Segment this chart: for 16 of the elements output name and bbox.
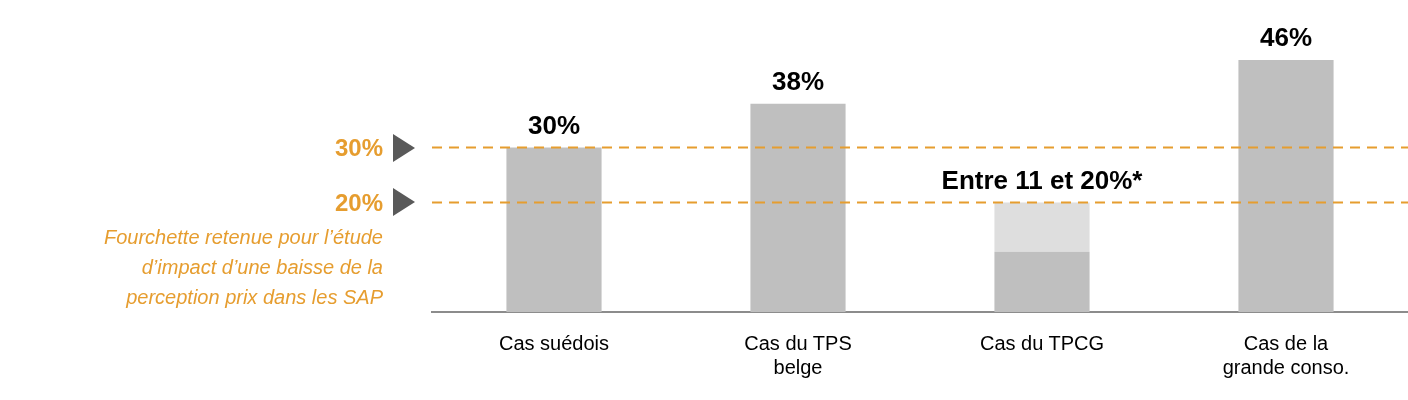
x-tick-label: Cas de la grande conso. xyxy=(1222,331,1350,378)
data-label: 30% xyxy=(527,109,581,140)
text: Fourchette retenue pour l’étude d’impact d’une baisse de la perception prix dans les SAP xyxy=(102,225,383,311)
ref-line-label: 30% xyxy=(334,134,383,162)
bar xyxy=(994,251,1090,312)
x-tick-label: Cas du TPCG xyxy=(979,331,1105,354)
ref-line-label: 20% xyxy=(334,189,383,217)
annotation: Entre 11 et 20%* xyxy=(941,164,1144,195)
bar xyxy=(994,202,1090,252)
bar xyxy=(750,103,846,312)
data-label: 46% xyxy=(1259,22,1313,53)
x-tick-label: Cas suédois xyxy=(498,331,610,354)
x-tick-label: Cas du TPS belge xyxy=(744,331,852,378)
bar xyxy=(506,147,602,312)
data-label: 38% xyxy=(771,65,825,96)
bar xyxy=(1238,59,1334,312)
